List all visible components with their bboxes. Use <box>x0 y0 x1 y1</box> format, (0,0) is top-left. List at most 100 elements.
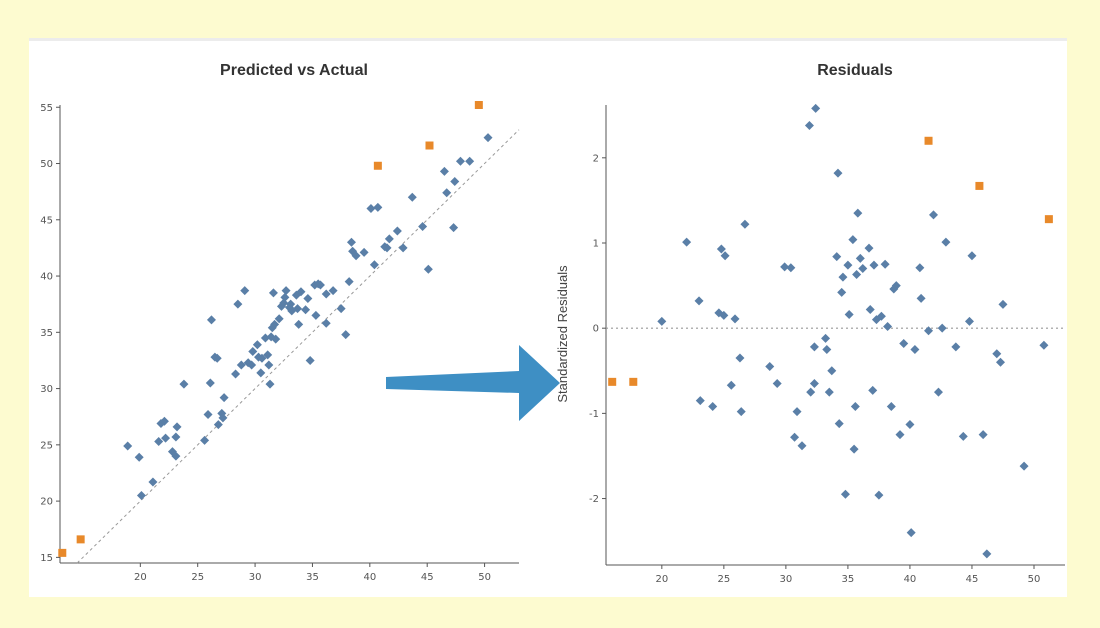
y-tick-label: 25 <box>40 440 53 451</box>
x-tick-label: 30 <box>780 574 793 585</box>
data-point <box>730 314 740 324</box>
data-point <box>274 314 284 324</box>
data-point <box>270 319 280 329</box>
data-point <box>351 251 361 261</box>
y-tick-label: -1 <box>589 409 599 420</box>
data-point <box>280 292 290 302</box>
data-point <box>123 441 133 451</box>
chart-title: Residuals <box>817 62 893 79</box>
x-tick-label: 25 <box>191 572 204 583</box>
identity-reference-line <box>76 129 520 564</box>
x-tick-label: 20 <box>655 574 668 585</box>
x-tick-label: 50 <box>478 572 491 583</box>
data-point <box>171 451 181 461</box>
data-point <box>212 353 222 363</box>
data-point <box>967 251 977 261</box>
data-point <box>266 332 276 342</box>
data-point <box>978 430 988 440</box>
y-tick-label: 30 <box>40 384 53 395</box>
data-point <box>336 304 346 314</box>
data-point <box>772 379 782 389</box>
data-point <box>992 349 1002 359</box>
data-point <box>886 402 896 412</box>
y-tick-label: 15 <box>40 553 53 564</box>
data-point <box>916 293 926 303</box>
data-point <box>780 262 790 272</box>
data-point <box>281 286 291 296</box>
data-point <box>369 260 379 270</box>
data-point <box>924 326 934 336</box>
data-point <box>296 287 306 297</box>
data-point <box>154 436 164 446</box>
x-tick-label: 40 <box>904 574 917 585</box>
data-point <box>148 477 158 487</box>
data-point <box>848 235 858 245</box>
data-point <box>811 103 821 113</box>
y-tick-label: 35 <box>40 328 53 339</box>
outlier-point <box>58 548 67 557</box>
data-point <box>344 277 354 287</box>
outlier-point <box>608 377 617 386</box>
data-point <box>268 288 278 298</box>
data-point <box>161 433 171 443</box>
y-tick-label: 55 <box>40 103 53 114</box>
y-tick-label: 1 <box>593 239 599 250</box>
data-point <box>301 305 311 315</box>
data-point <box>218 413 228 423</box>
data-point <box>450 177 460 187</box>
data-point <box>915 263 925 273</box>
data-point <box>294 319 304 329</box>
data-point <box>929 210 939 220</box>
data-point <box>716 244 726 254</box>
y-tick-label: 45 <box>40 215 53 226</box>
data-point <box>657 316 667 326</box>
data-point <box>206 315 216 325</box>
data-point <box>260 333 270 343</box>
data-point <box>219 393 229 403</box>
outlier-point <box>924 136 933 145</box>
data-point <box>407 192 417 202</box>
data-point <box>263 350 273 360</box>
data-point <box>179 379 189 389</box>
data-point <box>373 202 383 212</box>
data-point <box>995 357 1005 367</box>
data-point <box>439 166 449 176</box>
data-point <box>418 222 428 232</box>
data-point <box>858 264 868 274</box>
data-point <box>868 385 878 395</box>
data-point <box>134 452 144 462</box>
data-point <box>240 286 250 296</box>
data-point <box>876 311 886 321</box>
data-point <box>682 237 692 247</box>
data-point <box>254 352 264 362</box>
x-tick-label: 30 <box>249 572 262 583</box>
data-point <box>834 419 844 429</box>
predicted-vs-actual-chart: Predicted vs Actual 15 20 25 30 35 40 45 50 55 2… <box>40 62 520 583</box>
data-point <box>213 420 223 430</box>
data-point <box>328 286 338 296</box>
data-point <box>833 168 843 178</box>
data-point <box>172 422 182 432</box>
data-point <box>827 366 837 376</box>
data-point <box>708 402 718 412</box>
data-point <box>483 133 493 143</box>
data-point <box>171 432 181 442</box>
data-point <box>843 260 853 270</box>
data-point <box>869 260 879 270</box>
data-point <box>786 263 796 273</box>
outlier-point <box>425 141 434 150</box>
outlier-point <box>975 181 984 190</box>
data-point <box>236 360 246 370</box>
data-point <box>455 156 465 166</box>
data-point <box>910 344 920 354</box>
data-point <box>765 362 775 372</box>
data-point <box>695 396 705 406</box>
data-point <box>821 333 831 343</box>
y-tick-label: -2 <box>589 494 599 505</box>
data-point <box>905 419 915 429</box>
data-point <box>321 318 331 328</box>
y-tick-label: 2 <box>593 153 599 164</box>
data-point <box>205 378 215 388</box>
data-point <box>346 237 356 247</box>
data-point <box>203 409 213 419</box>
